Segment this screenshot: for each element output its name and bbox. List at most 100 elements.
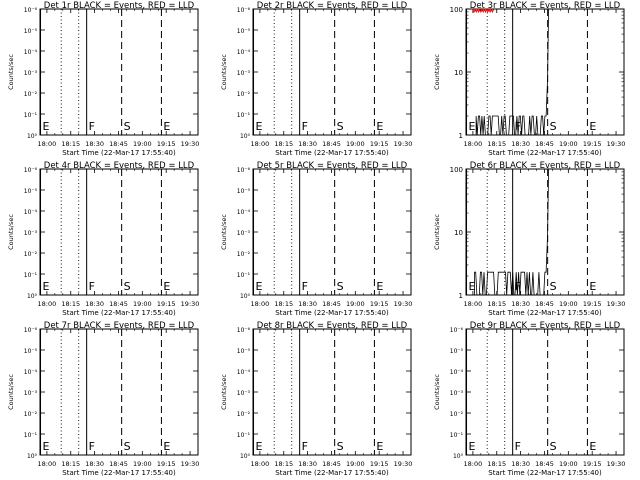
y-axis-label: Counts/sec — [433, 54, 441, 90]
y-tick-label: 10⁻³ — [24, 70, 38, 77]
plot-frame — [252, 8, 412, 136]
x-tick-label: 18:15 — [487, 300, 506, 308]
events-series-line — [475, 8, 549, 136]
y-tick-label: 10⁻⁶ — [237, 327, 251, 334]
y-tick-label: 10⁻⁴ — [237, 209, 251, 216]
x-tick-label: 18:30 — [85, 140, 104, 148]
y-tick-label: 10⁻² — [24, 251, 38, 258]
panel-title: Det 4r BLACK = Events, RED = LLD — [44, 161, 195, 171]
detector-panel-6: Det 6r BLACK = Events, RED = LLD Counts/s… — [433, 161, 625, 317]
x-tick-label: 18:00 — [38, 460, 57, 468]
marker-label: E — [589, 120, 596, 133]
x-tick-label: 18:15 — [61, 460, 80, 468]
y-tick-label: 10⁻⁵ — [24, 348, 38, 355]
y-tick-label: 10⁻² — [237, 91, 251, 98]
x-tick-label: 19:30 — [394, 460, 413, 468]
y-tick-label: 10⁻³ — [450, 390, 464, 397]
detector-panel-8: Det 8r BLACK = Events, RED = LLD Counts/s… — [220, 321, 412, 477]
x-tick-label: 18:00 — [38, 300, 57, 308]
x-tick-label: 19:00 — [133, 140, 152, 148]
x-axis-label: Start Time (22-Mar-17 17:55:40) — [488, 309, 602, 317]
panel-title: Det 9r BLACK = Events, RED = LLD — [470, 321, 621, 331]
y-tick-label: 10⁰ — [240, 453, 251, 460]
y-tick-label: 10⁻² — [24, 91, 38, 98]
panel-title: Det 3r BLACK = Events, RED = LLD — [470, 1, 621, 11]
lld-series-line — [472, 8, 495, 14]
marker-label: E — [469, 280, 476, 293]
x-tick-label: 18:45 — [535, 460, 554, 468]
x-tick-label: 18:45 — [109, 460, 128, 468]
y-tick-label: 1 — [459, 132, 463, 140]
panel-title: Det 7r BLACK = Events, RED = LLD — [44, 321, 195, 331]
x-tick-label: 18:45 — [322, 140, 341, 148]
x-tick-label: 18:15 — [487, 140, 506, 148]
y-axis-label: Counts/sec — [433, 214, 441, 250]
marker-label: E — [43, 120, 50, 133]
x-tick-label: 19:00 — [133, 460, 152, 468]
y-axis-label: Counts/sec — [433, 374, 441, 410]
x-tick-label: 18:00 — [251, 300, 270, 308]
x-tick-label: 18:15 — [487, 460, 506, 468]
y-tick-label: 10⁻³ — [237, 70, 251, 77]
x-tick-label: 18:00 — [464, 300, 483, 308]
y-tick-label: 10⁻³ — [237, 230, 251, 237]
y-tick-label: 10⁻⁵ — [237, 28, 251, 35]
detector-panel-5: Det 5r BLACK = Events, RED = LLD Counts/s… — [220, 161, 412, 317]
marker-label: F — [302, 120, 308, 133]
marker-label: E — [589, 440, 596, 453]
x-tick-label: 19:30 — [394, 140, 413, 148]
y-axis-label: Counts/sec — [220, 374, 228, 410]
marker-label: E — [163, 280, 170, 293]
x-axis-label: Start Time (22-Mar-17 17:55:40) — [275, 469, 389, 477]
panel-title: Det 2r BLACK = Events, RED = LLD — [257, 1, 408, 11]
marker-label: E — [469, 440, 476, 453]
plot-frame — [39, 328, 199, 456]
panel-title: Det 8r BLACK = Events, RED = LLD — [257, 321, 408, 331]
plot-frame — [39, 8, 199, 136]
y-tick-label: 10⁻³ — [24, 390, 38, 397]
x-tick-label: 19:30 — [181, 140, 200, 148]
x-tick-label: 19:15 — [370, 300, 389, 308]
x-tick-label: 18:30 — [511, 140, 530, 148]
y-tick-label: 10⁻¹ — [237, 272, 251, 279]
panel-title: Det 5r BLACK = Events, RED = LLD — [257, 161, 408, 171]
x-tick-label: 19:30 — [607, 300, 626, 308]
y-tick-label: 10⁻⁴ — [24, 369, 38, 376]
x-tick-label: 18:00 — [251, 140, 270, 148]
x-axis-label: Start Time (22-Mar-17 17:55:40) — [275, 149, 389, 157]
y-axis-label: Counts/sec — [220, 214, 228, 250]
y-tick-label: 10⁻² — [237, 411, 251, 418]
x-tick-label: 18:15 — [61, 300, 80, 308]
marker-label: S — [550, 440, 557, 453]
y-tick-label: 10⁰ — [240, 293, 251, 300]
y-tick-label: 1 — [459, 292, 463, 300]
y-tick-label: 10⁻⁵ — [24, 28, 38, 35]
y-tick-label: 10⁻⁴ — [24, 49, 38, 56]
x-tick-label: 18:15 — [274, 140, 293, 148]
x-tick-label: 19:15 — [370, 460, 389, 468]
y-tick-label: 100 — [450, 166, 463, 174]
y-tick-label: 10⁻⁶ — [24, 327, 38, 334]
marker-label: E — [376, 280, 383, 293]
x-tick-label: 18:30 — [511, 460, 530, 468]
marker-label: E — [376, 440, 383, 453]
x-tick-label: 18:15 — [274, 460, 293, 468]
x-axis-label: Start Time (22-Mar-17 17:55:40) — [62, 469, 176, 477]
x-tick-label: 18:30 — [298, 460, 317, 468]
y-tick-label: 10⁻² — [24, 411, 38, 418]
x-tick-label: 18:00 — [38, 140, 57, 148]
x-tick-label: 19:00 — [346, 460, 365, 468]
x-tick-label: 18:30 — [85, 460, 104, 468]
marker-label: E — [43, 440, 50, 453]
y-tick-label: 10⁻¹ — [24, 432, 38, 439]
x-tick-label: 19:00 — [559, 300, 578, 308]
y-tick-label: 10⁻⁶ — [450, 327, 464, 334]
y-tick-label: 10⁻¹ — [24, 272, 38, 279]
marker-label: E — [256, 120, 263, 133]
plot-frame — [465, 328, 625, 456]
x-tick-label: 19:15 — [157, 140, 176, 148]
marker-label: E — [256, 280, 263, 293]
y-axis-label: Counts/sec — [7, 54, 15, 90]
events-series-line — [474, 168, 549, 296]
